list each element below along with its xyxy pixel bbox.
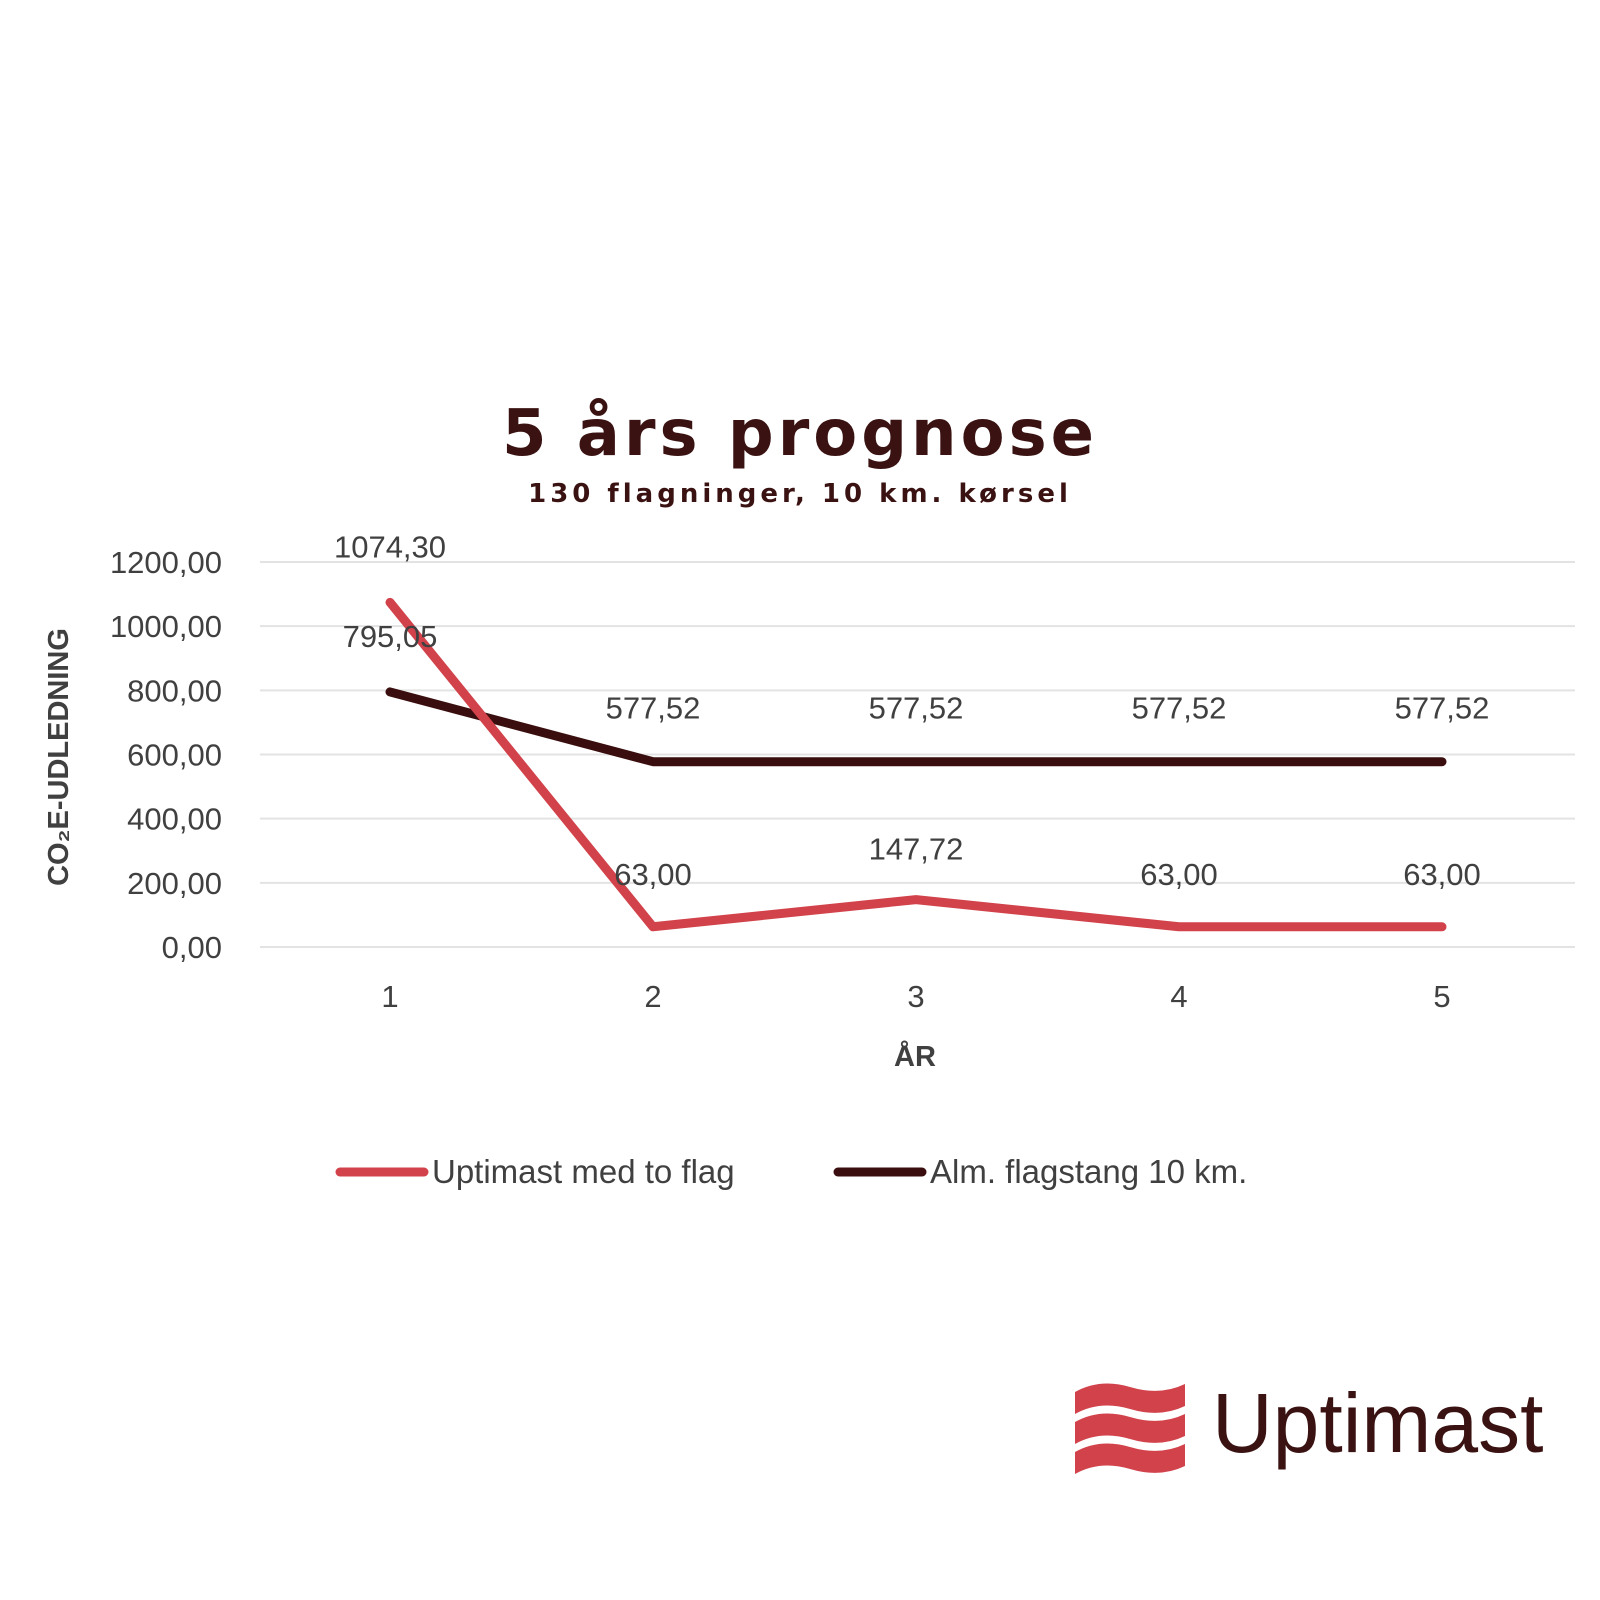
- y-tick-label: 600,00: [127, 738, 222, 773]
- y-tick-label: 1200,00: [110, 545, 222, 580]
- data-labels: 1074,30 63,00 147,72 63,00 63,00 795,05 577,52…: [334, 529, 1489, 891]
- x-tick-label: 3: [907, 979, 924, 1014]
- data-label: 63,00: [1403, 857, 1481, 892]
- x-tick-label: 5: [1433, 979, 1450, 1014]
- chart-title: 5 års prognose: [502, 397, 1098, 471]
- x-tick-label: 2: [644, 979, 661, 1014]
- data-label: 63,00: [1140, 857, 1218, 892]
- data-label: 577,52: [869, 691, 964, 726]
- data-label: 577,52: [1132, 691, 1227, 726]
- y-tick-label: 0,00: [162, 930, 222, 965]
- x-axis-label: ÅR: [894, 1040, 936, 1073]
- data-label: 63,00: [614, 857, 692, 892]
- y-axis-label: CO₂E-UDLEDNING: [43, 628, 75, 886]
- gridlines: [260, 561, 1575, 948]
- y-tick-label: 200,00: [127, 866, 222, 901]
- x-axis-ticks: 1 2 3 4 5: [381, 979, 1450, 1014]
- wave-flag-icon: [1075, 1383, 1185, 1474]
- logo-wordmark: Uptimast: [1212, 1376, 1543, 1470]
- chart-subtitle: 130 flagninger, 10 km. kørsel: [528, 479, 1072, 509]
- series-lines: [385, 597, 1447, 932]
- data-label: 1074,30: [334, 529, 446, 564]
- y-tick-label: 1000,00: [110, 609, 222, 644]
- uptimast-logo: Uptimast: [1075, 1376, 1543, 1474]
- data-label: 795,05: [343, 619, 438, 654]
- y-tick-label: 800,00: [127, 673, 222, 708]
- data-label: 147,72: [869, 832, 964, 867]
- x-tick-label: 1: [381, 979, 398, 1014]
- x-tick-label: 4: [1170, 979, 1187, 1014]
- series-line-1: [385, 687, 1447, 767]
- legend-entry: Uptimast med to flag: [432, 1153, 735, 1190]
- y-tick-label: 400,00: [127, 802, 222, 837]
- series-line-0: [385, 597, 1447, 932]
- legend-entry: Alm. flagstang 10 km.: [930, 1153, 1247, 1190]
- data-label: 577,52: [606, 691, 701, 726]
- y-axis-ticks: 0,00 200,00 400,00 600,00 800,00 1000,00 1200,…: [110, 545, 222, 965]
- data-label: 577,52: [1395, 691, 1490, 726]
- legend: Uptimast med to flag Alm. flagstang 10 km…: [335, 1153, 1247, 1190]
